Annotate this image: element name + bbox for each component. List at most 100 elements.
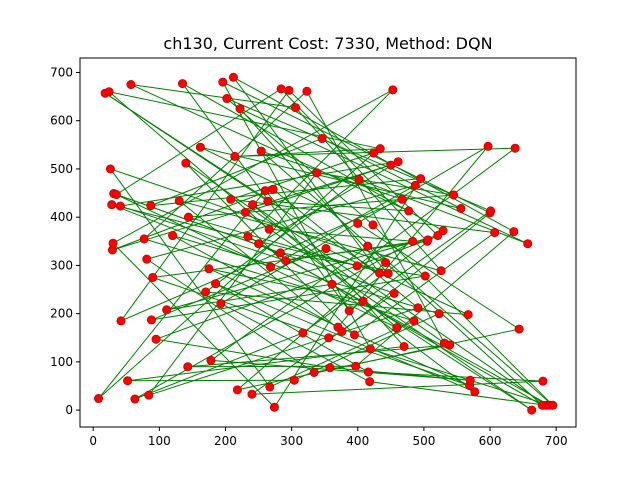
tour-edge — [188, 216, 358, 267]
city-point — [232, 385, 242, 395]
tour-edge — [321, 138, 462, 209]
city-point — [211, 279, 221, 289]
tour-edge — [208, 268, 364, 302]
city-point — [393, 157, 403, 167]
tour-edge — [155, 239, 429, 340]
tour-edge — [230, 152, 374, 200]
y-tick-label: 300 — [50, 258, 73, 272]
city-point — [408, 236, 418, 246]
tour-edge — [120, 205, 286, 262]
city-point — [289, 375, 299, 385]
city-point — [116, 316, 126, 326]
tour-edge — [237, 328, 520, 391]
city-point — [218, 77, 228, 87]
tour-edge — [341, 212, 491, 332]
city-point — [181, 158, 191, 168]
city-point — [523, 239, 533, 249]
tour-edge — [120, 161, 399, 207]
city-point — [146, 315, 156, 325]
city-point — [436, 266, 446, 276]
y-tick-label: 500 — [50, 162, 73, 176]
city-point — [389, 288, 399, 298]
tour-edge — [358, 179, 528, 245]
tour-edge — [112, 188, 274, 251]
city-point — [108, 238, 118, 248]
tour-edge — [251, 292, 395, 395]
city-point — [226, 194, 236, 204]
city-point — [321, 244, 331, 254]
city-point — [325, 363, 335, 373]
city-point — [538, 376, 548, 386]
city-point — [268, 184, 278, 194]
city-point — [368, 220, 378, 230]
y-tick-label: 700 — [50, 65, 73, 79]
city-point — [204, 264, 214, 274]
city-point — [423, 235, 433, 245]
city-point — [276, 84, 286, 94]
city-point — [195, 142, 205, 152]
city-point — [94, 394, 104, 404]
x-tick-label: 0 — [89, 434, 97, 448]
city-point — [216, 299, 226, 309]
x-tick-label: 500 — [412, 434, 435, 448]
axes-frame — [79, 57, 577, 428]
city-point — [351, 361, 361, 371]
tour-edge — [151, 275, 426, 321]
y-tick-label: 200 — [50, 307, 73, 321]
city-point — [146, 201, 156, 211]
city-point — [115, 201, 125, 211]
city-point — [281, 256, 291, 266]
tour-edge — [372, 224, 554, 406]
city-point — [291, 103, 301, 113]
tour-edge — [182, 83, 350, 312]
tour-edge — [179, 200, 442, 272]
city-point — [302, 86, 312, 96]
tour-edge — [362, 300, 532, 411]
tour-edge — [237, 262, 386, 391]
tour-edge — [245, 211, 532, 411]
city-point — [463, 310, 473, 320]
city-point — [369, 148, 379, 158]
tour-edge — [205, 179, 360, 293]
tour-edge — [370, 348, 550, 406]
city-point — [416, 174, 426, 184]
city-point — [365, 344, 375, 354]
y-tick-label: 400 — [50, 210, 73, 224]
city-point — [392, 323, 402, 333]
tour-edge — [150, 178, 421, 207]
city-point — [151, 334, 161, 344]
city-points — [94, 72, 558, 415]
tour-edge — [110, 168, 271, 388]
x-tick-label: 600 — [479, 434, 502, 448]
city-point — [490, 228, 500, 238]
tour-edge — [130, 84, 409, 212]
city-point — [375, 268, 385, 278]
city-point — [413, 303, 423, 313]
city-point — [365, 377, 375, 387]
city-point — [434, 309, 444, 319]
tour-edge — [261, 150, 403, 200]
city-point — [456, 203, 466, 213]
x-tick-label: 400 — [346, 434, 369, 448]
city-point — [139, 234, 149, 244]
tour-edge — [205, 291, 469, 316]
city-point — [486, 206, 496, 216]
city-point — [228, 72, 238, 82]
city-point — [162, 305, 172, 315]
city-point — [275, 248, 285, 258]
y-tick-label: 0 — [65, 403, 73, 417]
city-point — [230, 151, 240, 161]
city-point — [324, 333, 334, 343]
tour-edge — [234, 148, 381, 157]
city-point — [107, 200, 117, 210]
city-point — [269, 402, 279, 412]
city-point — [514, 324, 524, 334]
city-point — [206, 355, 216, 365]
city-point — [358, 296, 368, 306]
tour-edge — [113, 193, 281, 254]
tour-edge — [200, 146, 462, 209]
city-point — [284, 85, 294, 95]
tour-edge — [247, 236, 543, 406]
city-point — [142, 254, 152, 264]
city-point — [260, 186, 270, 196]
